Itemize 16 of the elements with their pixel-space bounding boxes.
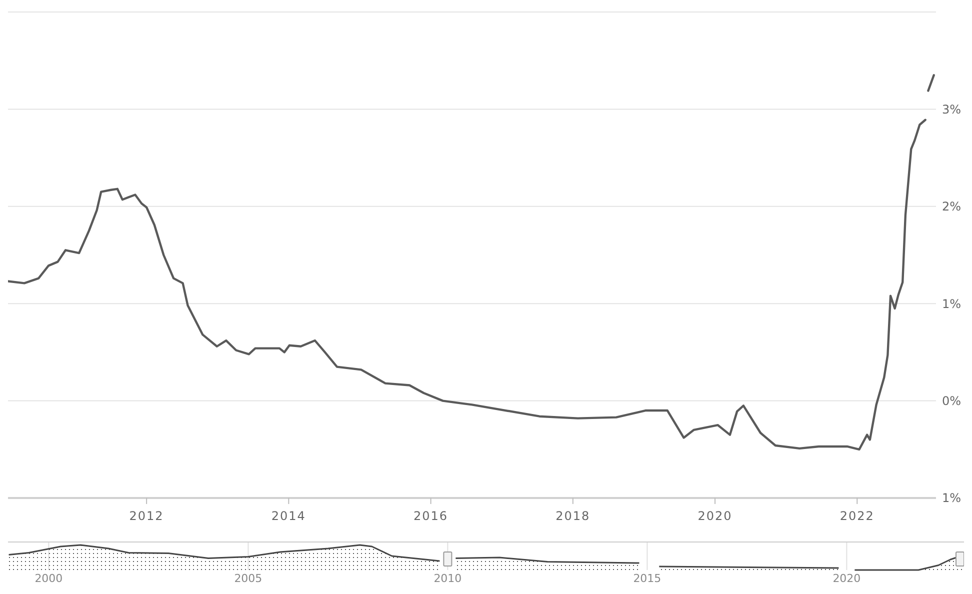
- x-tick-label: 2016: [414, 509, 448, 523]
- x-tick-label: 2020: [832, 572, 861, 585]
- x-tick-label: 2012: [129, 509, 164, 523]
- x-tick-label: 2020: [698, 509, 732, 523]
- y-tick-label: 3%: [942, 102, 962, 116]
- x-tick-label: 2010: [434, 572, 462, 585]
- y-tick-label: 1%: [942, 296, 962, 311]
- y-tick-label: 2%: [942, 200, 962, 214]
- x-tick-label: 2015: [633, 572, 662, 585]
- y-tick-label: 0%: [942, 394, 962, 408]
- x-tick-label: 2000: [34, 572, 63, 585]
- y-tick-label: 1%: [942, 491, 962, 506]
- x-tick-label: 2018: [556, 509, 590, 523]
- x-tick-label: 2005: [234, 572, 262, 585]
- x-tick-label: 2014: [271, 509, 306, 523]
- x-tick-label: 2022: [840, 509, 874, 523]
